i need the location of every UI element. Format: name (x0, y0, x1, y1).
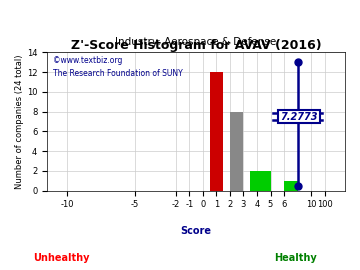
Text: Unhealthy: Unhealthy (33, 253, 89, 263)
Text: Industry: Aerospace & Defense: Industry: Aerospace & Defense (115, 37, 276, 47)
Bar (230, 112, 243, 191)
Bar (250, 171, 270, 191)
X-axis label: Score: Score (180, 226, 212, 236)
Text: Healthy: Healthy (274, 253, 316, 263)
Text: ©www.textbiz.org: ©www.textbiz.org (53, 56, 122, 65)
Title: Z'-Score Histogram for AVAV (2016): Z'-Score Histogram for AVAV (2016) (71, 39, 321, 52)
Text: 7.2773: 7.2773 (280, 112, 318, 122)
Y-axis label: Number of companies (24 total): Number of companies (24 total) (15, 54, 24, 189)
Bar (284, 181, 298, 191)
Bar (210, 72, 223, 191)
Text: The Research Foundation of SUNY: The Research Foundation of SUNY (53, 69, 183, 78)
